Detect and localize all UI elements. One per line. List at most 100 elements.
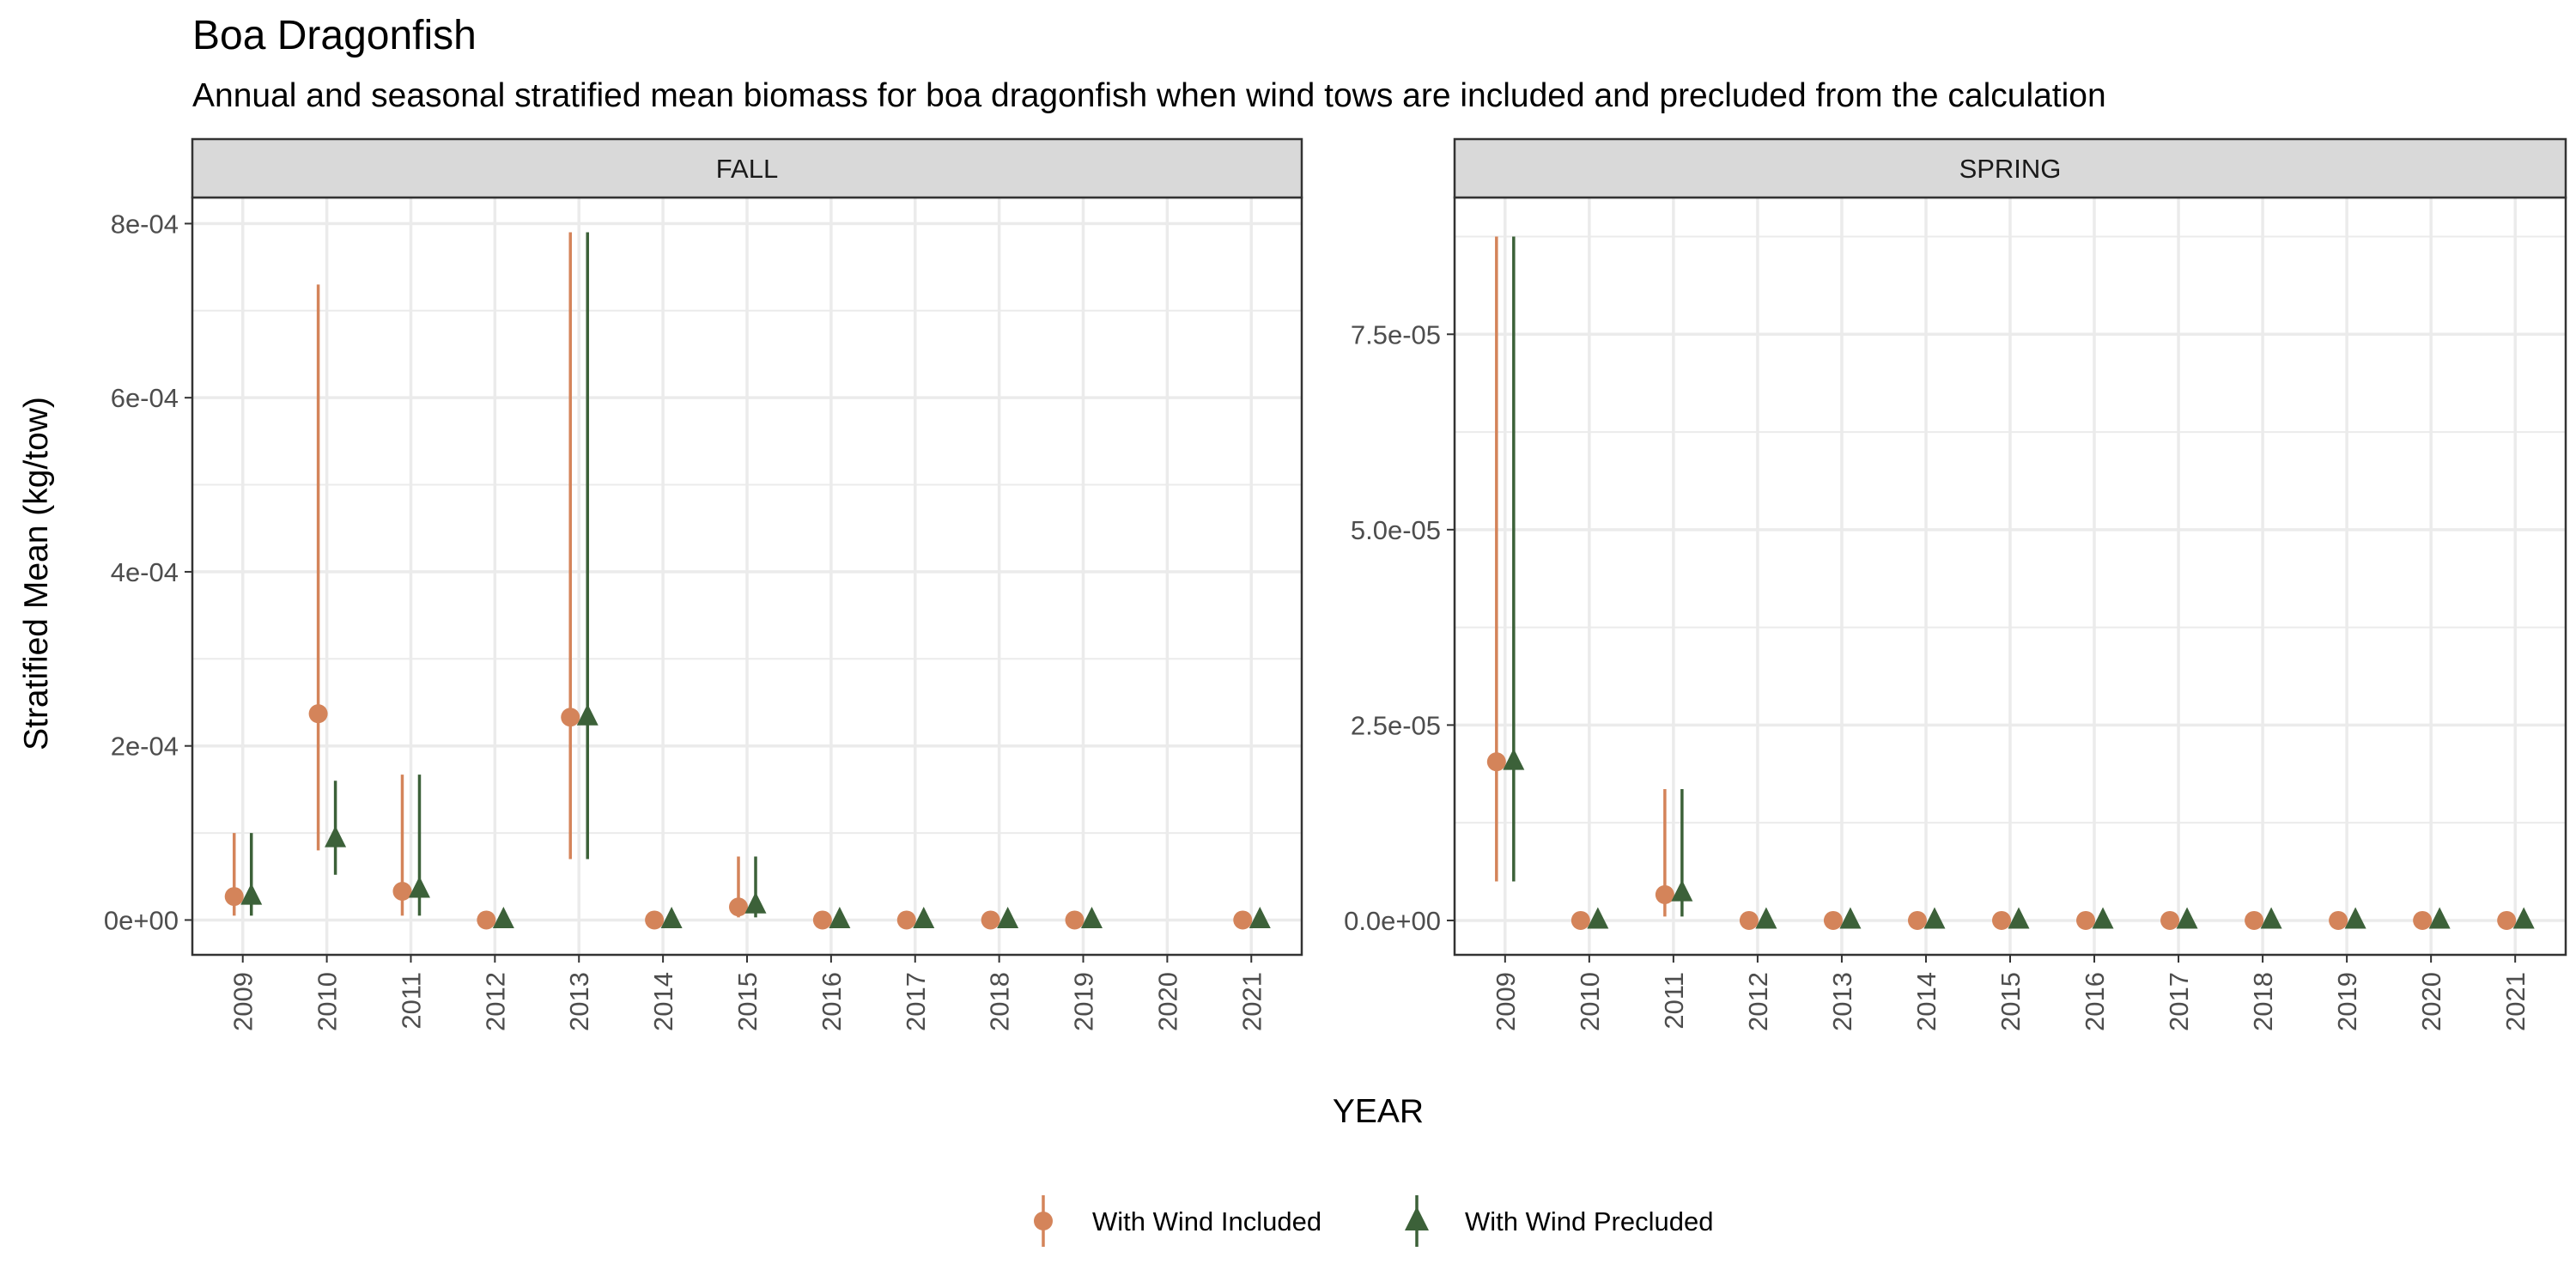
x-tick-label: 2021 — [2500, 972, 2530, 1031]
data-point-triangle — [2512, 907, 2535, 929]
data-point-triangle — [1839, 907, 1862, 929]
x-tick-label: 2021 — [1236, 972, 1267, 1031]
data-point-circle — [477, 910, 496, 930]
chart-subtitle: Annual and seasonal stratified mean biom… — [192, 77, 2106, 114]
x-tick-label: 2020 — [2416, 972, 2446, 1031]
data-point-triangle — [744, 891, 767, 914]
data-point-triangle — [829, 906, 851, 928]
data-point-circle — [2329, 910, 2348, 930]
data-point-triangle — [2260, 907, 2282, 929]
data-point-circle — [2076, 910, 2096, 930]
legend-key-circle — [1034, 1212, 1053, 1230]
data-point-triangle — [325, 825, 347, 848]
data-point-circle — [1486, 752, 1506, 772]
y-tick-label: 2e-04 — [111, 732, 179, 762]
data-point-triangle — [660, 906, 683, 928]
y-tick-label: 5.0e-05 — [1351, 515, 1441, 545]
facet-panels: 0e+00 2e-04 4e-04 6e-04 8e-04 2009 2010 2011 201… — [104, 137, 2567, 1031]
data-point-circle — [645, 910, 665, 930]
x-tick-label: 2019 — [1069, 972, 1099, 1031]
data-point-triangle — [576, 703, 598, 726]
data-point-circle — [1823, 910, 1843, 930]
x-tick-label: 2009 — [1491, 972, 1521, 1031]
data-point-triangle — [2008, 907, 2030, 929]
legend-item-wind-included: With Wind Included — [1034, 1195, 1321, 1247]
data-point-circle — [2413, 910, 2433, 930]
data-point-triangle — [1503, 748, 1525, 770]
y-tick-label: 4e-04 — [111, 557, 179, 587]
x-tick-label: 2012 — [480, 972, 510, 1031]
legend-item-wind-precluded: With Wind Precluded — [1405, 1195, 1713, 1247]
data-point-triangle — [1587, 907, 1609, 929]
chart-title: Boa Dragonfish — [192, 13, 477, 58]
x-tick-label: 2018 — [2248, 972, 2278, 1031]
y-tick-label: 2.5e-05 — [1351, 710, 1441, 740]
x-tick-label: 2012 — [1743, 972, 1773, 1031]
x-axis-title: YEAR — [1333, 1093, 1424, 1130]
data-point-triangle — [1755, 907, 1777, 929]
y-tick-label: 0e+00 — [104, 905, 179, 935]
data-point-circle — [1571, 910, 1590, 930]
x-tick-label: 2014 — [1911, 972, 1941, 1031]
x-tick-label: 2010 — [313, 972, 343, 1031]
facet-strip — [1453, 137, 2567, 199]
legend: With Wind Included With Wind Precluded — [1034, 1195, 1713, 1247]
x-tick-label: 2019 — [2332, 972, 2362, 1031]
data-point-circle — [1992, 910, 2011, 930]
x-tick-label: 2010 — [1575, 972, 1605, 1031]
data-point-triangle — [1249, 906, 1271, 928]
y-tick-label: 8e-04 — [111, 209, 179, 239]
data-point-triangle — [240, 883, 263, 905]
facet-strip — [191, 137, 1303, 199]
data-point-triangle — [997, 906, 1019, 928]
data-point-triangle — [492, 906, 514, 928]
x-tick-label: 2016 — [2080, 972, 2110, 1031]
data-point-triangle — [1923, 907, 1946, 929]
facet-strip-label: FALL — [716, 154, 778, 184]
data-point-circle — [2245, 910, 2264, 930]
y-tick-label: 6e-04 — [111, 383, 179, 413]
facet-panel-fall: 0e+00 2e-04 4e-04 6e-04 8e-04 2009 2010 2011 201… — [104, 137, 1303, 1031]
data-point-circle — [2497, 910, 2517, 930]
x-tick-label: 2020 — [1152, 972, 1182, 1031]
series-wind-precluded — [1503, 236, 2535, 929]
x-tick-label: 2016 — [817, 972, 847, 1031]
series-wind-included — [1486, 236, 2517, 930]
x-tick-label: 2015 — [732, 972, 762, 1031]
x-tick-label: 2011 — [396, 972, 426, 1030]
series-wind-precluded — [240, 232, 1271, 928]
legend-key-triangle — [1405, 1206, 1429, 1230]
y-axis-title: Stratified Mean (kg/tow) — [18, 397, 55, 750]
x-tick-label: 2017 — [2164, 972, 2194, 1031]
data-point-circle — [224, 887, 244, 907]
data-point-circle — [308, 704, 328, 724]
data-point-circle — [729, 897, 748, 917]
data-point-circle — [896, 910, 916, 930]
data-point-circle — [981, 910, 1000, 930]
y-tick-label: 0.0e+00 — [1344, 906, 1441, 936]
x-tick-label: 2017 — [901, 972, 931, 1031]
x-tick-label: 2013 — [564, 972, 594, 1031]
data-point-circle — [392, 881, 412, 901]
x-tick-label: 2011 — [1659, 972, 1689, 1030]
y-tick-label: 7.5e-05 — [1351, 319, 1441, 349]
data-point-circle — [1233, 910, 1253, 930]
data-point-triangle — [2092, 907, 2114, 929]
data-point-circle — [1655, 884, 1674, 904]
x-tick-label: 2009 — [228, 972, 258, 1031]
data-point-circle — [561, 708, 580, 727]
x-tick-label: 2014 — [648, 972, 678, 1031]
facet-panel-spring: 0.0e+00 2.5e-05 5.0e-05 7.5e-05 2009 2010 2011… — [1344, 137, 2567, 1031]
data-point-circle — [1065, 910, 1084, 930]
x-tick-label: 2015 — [1996, 972, 2026, 1031]
x-tick-label: 2018 — [985, 972, 1015, 1031]
data-point-triangle — [913, 906, 935, 928]
legend-label: With Wind Included — [1092, 1206, 1321, 1236]
data-point-circle — [1739, 910, 1759, 930]
data-point-circle — [2160, 910, 2180, 930]
facet-strip-label: SPRING — [1959, 154, 2062, 184]
data-point-circle — [1907, 910, 1927, 930]
data-point-circle — [812, 910, 832, 930]
data-point-triangle — [2344, 907, 2366, 929]
